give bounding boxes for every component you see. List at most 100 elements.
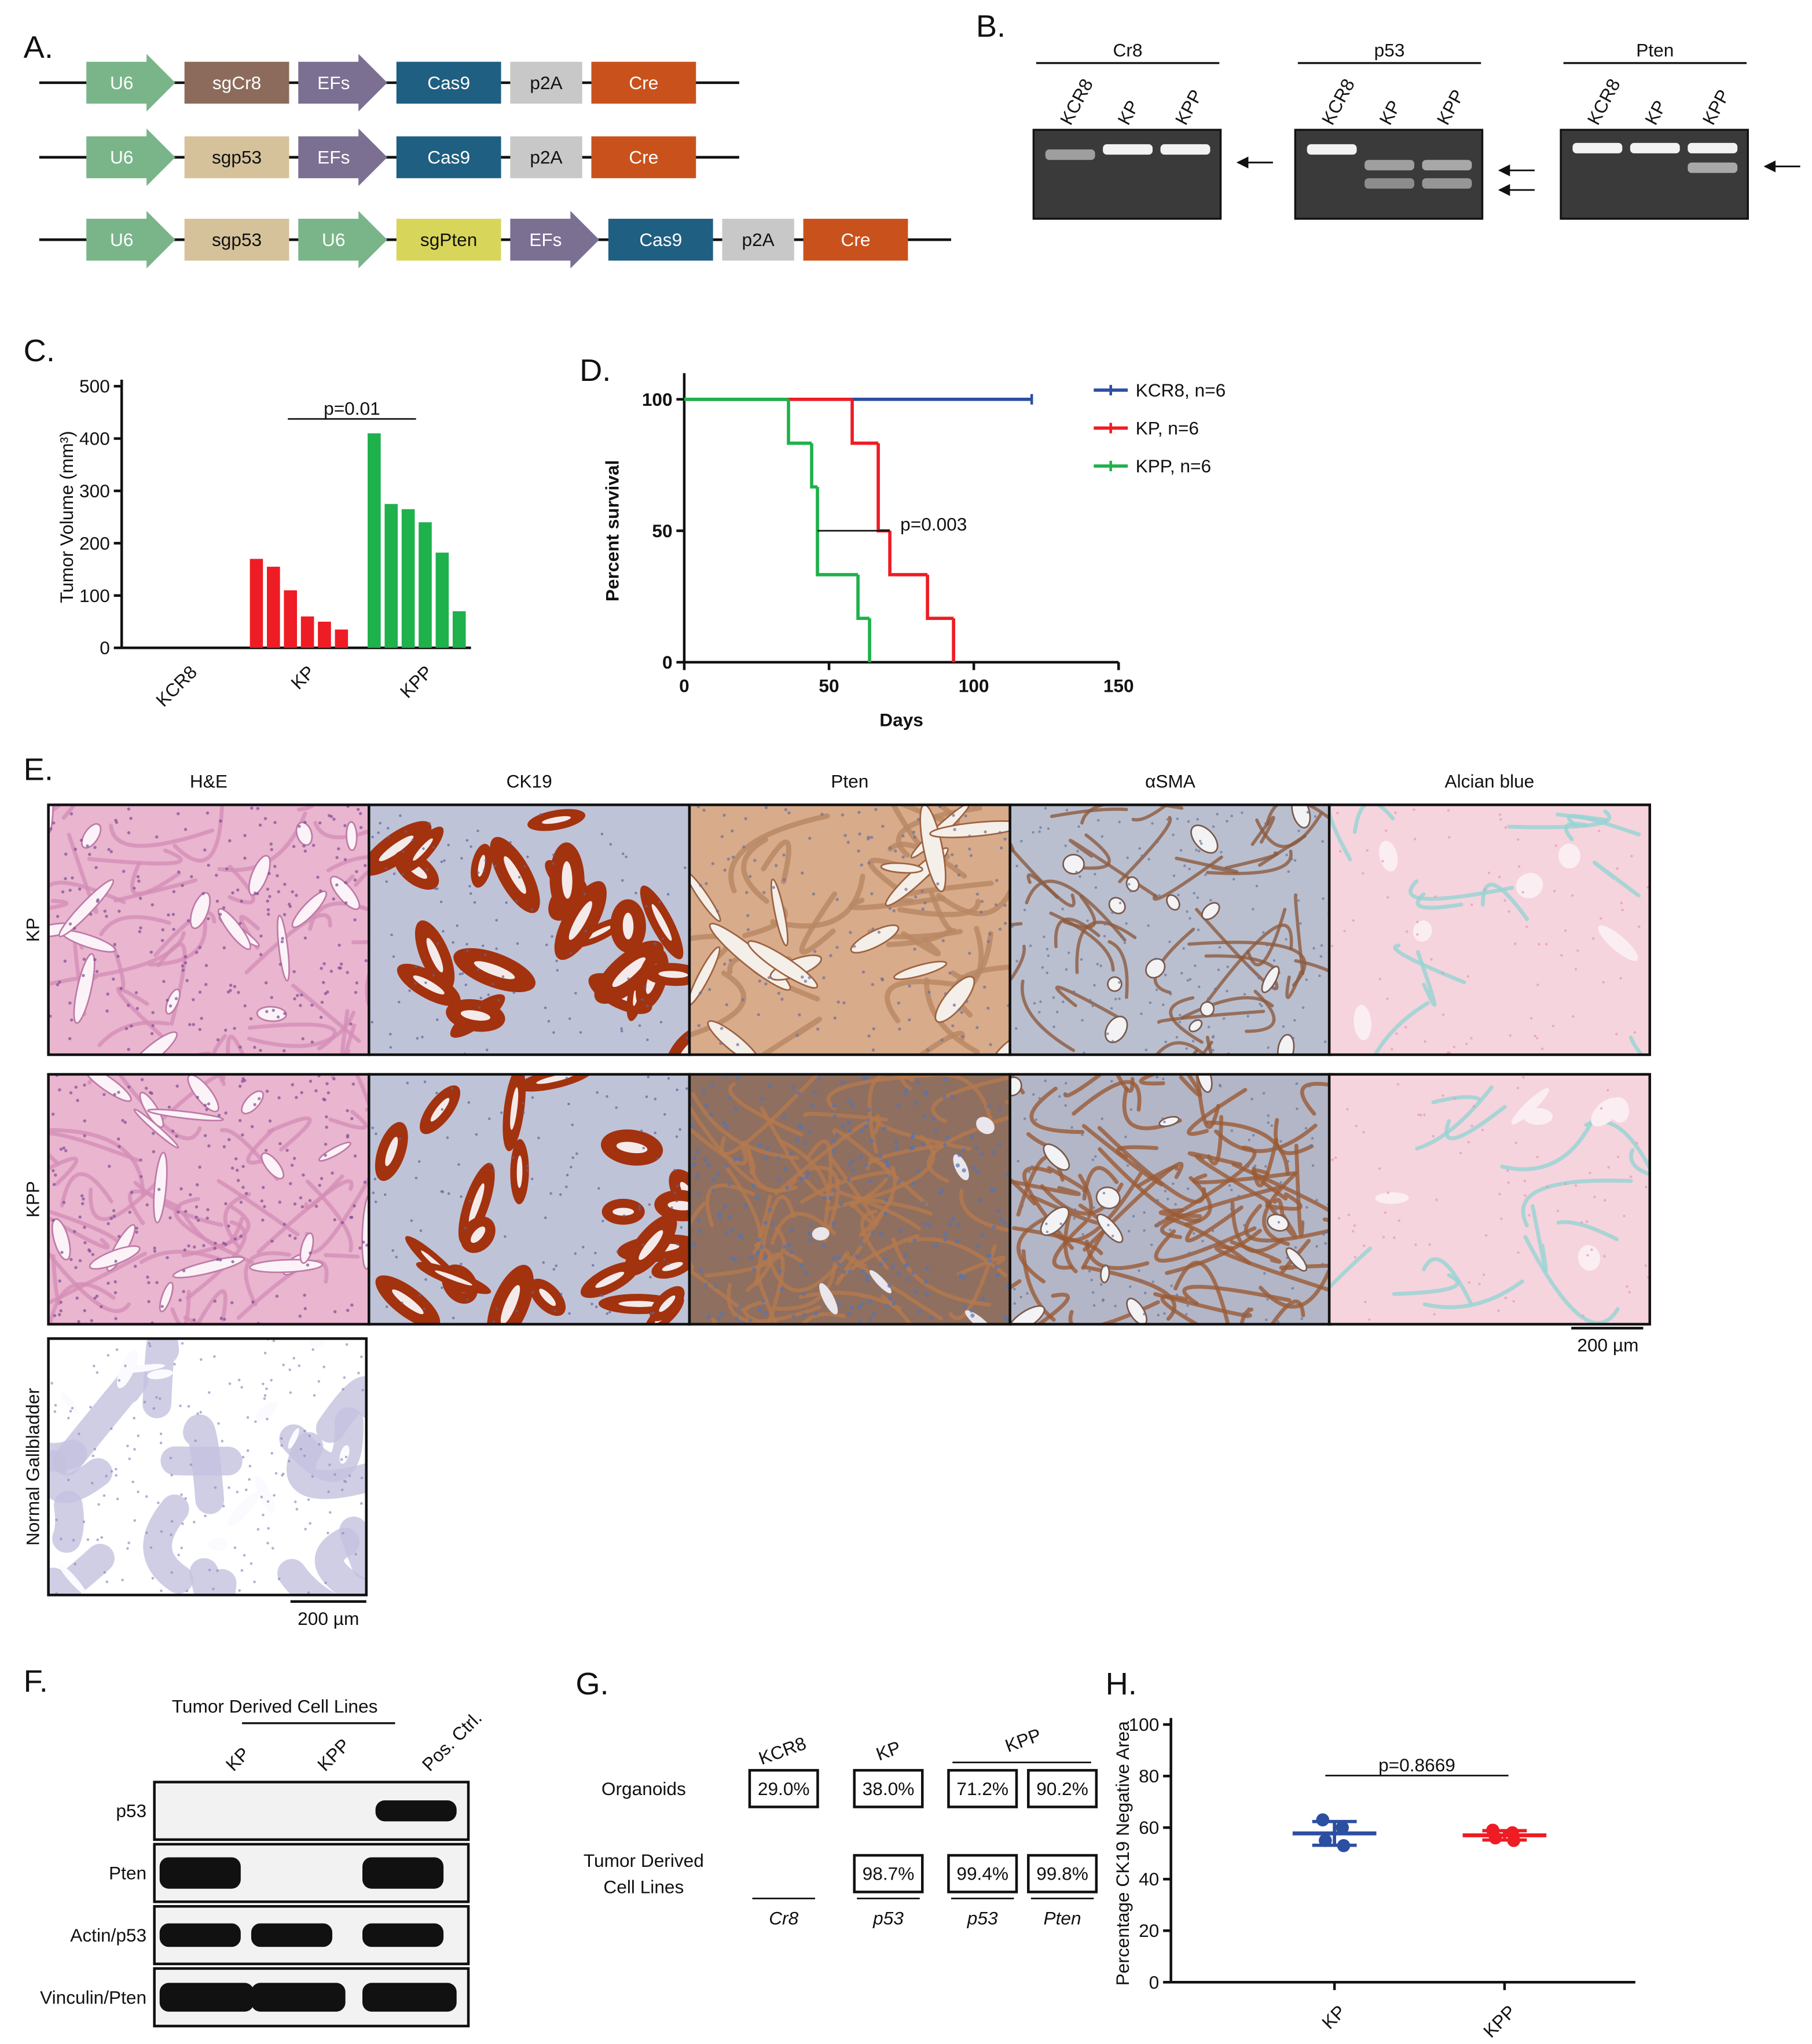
nucleus [758, 979, 761, 983]
nucleus [1424, 1040, 1426, 1043]
nucleus [333, 1218, 336, 1221]
nucleus [910, 1135, 915, 1140]
nucleus [82, 957, 86, 961]
nucleus [1172, 874, 1176, 878]
nucleus [280, 1437, 283, 1440]
nucleus [1597, 830, 1601, 832]
nucleus [776, 1156, 781, 1161]
y-tick-label: 0 [1149, 1972, 1160, 1992]
lumen [536, 1074, 574, 1084]
bar [384, 504, 398, 648]
nucleus [1188, 867, 1191, 871]
tissue-fiber [1279, 1263, 1331, 1270]
tissue-fiber [754, 1195, 796, 1286]
nucleus [360, 1502, 363, 1505]
lane-label: KP [1113, 97, 1143, 128]
nucleus [147, 1300, 151, 1304]
nucleus [552, 1031, 555, 1034]
tissue-fiber [89, 1180, 160, 1221]
nucleus [1163, 1120, 1166, 1124]
nucleus [1015, 922, 1018, 925]
nucleus [401, 872, 405, 876]
nucleus [1045, 1222, 1048, 1225]
nucleus [74, 847, 77, 851]
nucleus [263, 1397, 266, 1400]
nucleus [1111, 1234, 1114, 1238]
nucleus [1487, 871, 1491, 875]
bar [300, 616, 314, 648]
nucleus [238, 1589, 241, 1592]
nucleus [436, 942, 439, 945]
nucleus [268, 894, 272, 898]
nucleus [52, 1183, 56, 1186]
nucleus [1506, 1169, 1509, 1172]
nucleus [1354, 1256, 1357, 1259]
nucleus [777, 992, 781, 995]
nucleus [254, 1420, 257, 1423]
nucleus [744, 817, 747, 820]
nucleus [666, 893, 670, 896]
nucleus [80, 1194, 84, 1198]
tissue-fiber [1154, 1145, 1257, 1228]
nucleus [1507, 910, 1510, 913]
tissue-fiber [1026, 873, 1059, 899]
nucleus [1621, 908, 1624, 912]
panel-letter: E. [24, 752, 53, 787]
nucleus [193, 1521, 196, 1524]
tissue-fiber [326, 854, 369, 873]
nucleus [1082, 1194, 1085, 1197]
nucleus [596, 1091, 599, 1094]
nucleus [103, 1571, 107, 1574]
nucleus [1059, 1222, 1062, 1225]
lumen [612, 957, 646, 988]
nucleus [95, 1294, 99, 1298]
nucleus [478, 1006, 481, 1009]
nucleus [1264, 1165, 1267, 1168]
nucleus [350, 1303, 354, 1307]
nucleus [831, 1221, 836, 1226]
gel-band [1160, 144, 1211, 155]
y-tick-label: 20 [1139, 1920, 1159, 1941]
tissue-fiber [1139, 1074, 1165, 1086]
nucleus [986, 1254, 991, 1258]
nucleus [894, 1140, 898, 1144]
nucleus [1044, 806, 1047, 810]
tissue-fiber [313, 820, 369, 839]
element-box [184, 218, 289, 261]
nucleus [785, 1185, 790, 1190]
nucleus [929, 1315, 933, 1320]
row-label: KP [22, 918, 43, 942]
nucleus [219, 1316, 223, 1320]
nucleus [364, 959, 368, 963]
nucleus [733, 1107, 738, 1111]
nucleus [93, 958, 97, 962]
nucleus [717, 1212, 722, 1216]
tissue-fiber [48, 1250, 131, 1313]
tissue-fiber [898, 1074, 912, 1091]
nucleus [168, 1216, 172, 1220]
nucleus [1246, 1015, 1249, 1018]
element-box [722, 218, 794, 261]
nucleus [435, 1091, 438, 1095]
nucleus [1093, 984, 1096, 987]
target-label: p53 [872, 1908, 904, 1929]
nucleus [49, 827, 53, 831]
nucleus [495, 919, 498, 922]
nucleus [1150, 1243, 1153, 1246]
nucleus [904, 887, 908, 891]
blot-band [362, 1983, 457, 2012]
nucleus [253, 1103, 256, 1106]
nucleus [784, 808, 788, 812]
tissue-fiber [1055, 985, 1124, 1022]
nucleus [371, 835, 374, 839]
tissue-fiber [351, 940, 369, 945]
nucleus [273, 821, 277, 824]
nucleus [620, 1029, 623, 1033]
nucleus [951, 853, 954, 857]
nucleus [599, 1294, 603, 1297]
nucleus [673, 1191, 676, 1195]
nucleus [574, 992, 577, 995]
nucleus [238, 1084, 242, 1088]
nucleus [136, 875, 140, 879]
